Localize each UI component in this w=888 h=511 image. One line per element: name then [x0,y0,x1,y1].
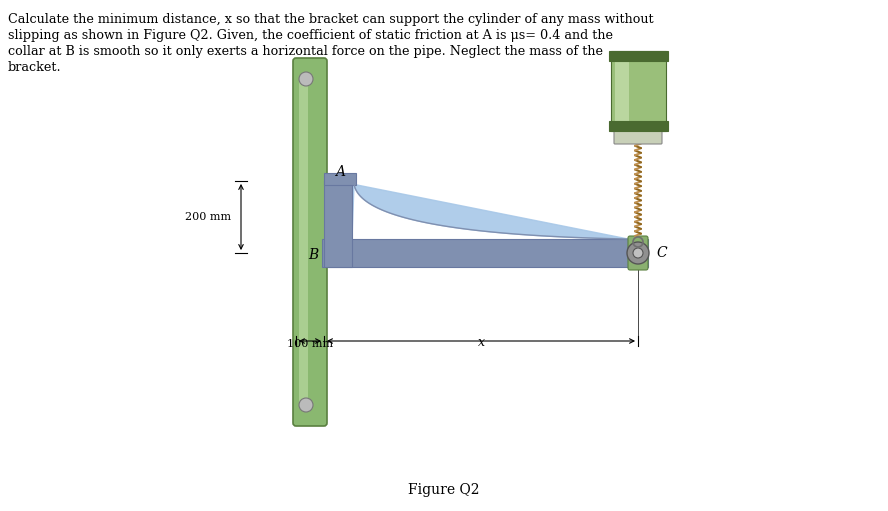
Text: collar at B is smooth so it only exerts a horizontal force on the pipe. Neglect : collar at B is smooth so it only exerts … [8,45,603,58]
Bar [322,239,648,267]
Bar [609,121,668,131]
Text: A: A [335,165,345,179]
Text: x: x [478,336,485,349]
Text: Figure Q2: Figure Q2 [408,483,480,497]
Text: bracket.: bracket. [8,61,61,74]
Circle shape [633,248,643,258]
Bar [615,55,629,127]
Bar [324,181,352,267]
Text: slipping as shown in Figure Q2. Given, the coefficient of static friction at A i: slipping as shown in Figure Q2. Given, t… [8,29,613,42]
Text: 200 mm: 200 mm [185,212,231,222]
Text: B: B [308,248,318,262]
Text: C: C [656,246,667,260]
FancyBboxPatch shape [293,58,327,426]
Bar [611,51,666,131]
FancyBboxPatch shape [628,236,648,270]
Bar [609,51,668,61]
FancyBboxPatch shape [614,128,662,144]
Bar [324,173,356,185]
Bar [299,76,308,408]
Circle shape [627,242,649,264]
Text: 100 mm: 100 mm [287,339,333,349]
Circle shape [299,398,313,412]
Polygon shape [352,184,628,239]
Text: Calculate the minimum distance, x so that the bracket can support the cylinder o: Calculate the minimum distance, x so tha… [8,13,654,26]
Circle shape [299,72,313,86]
